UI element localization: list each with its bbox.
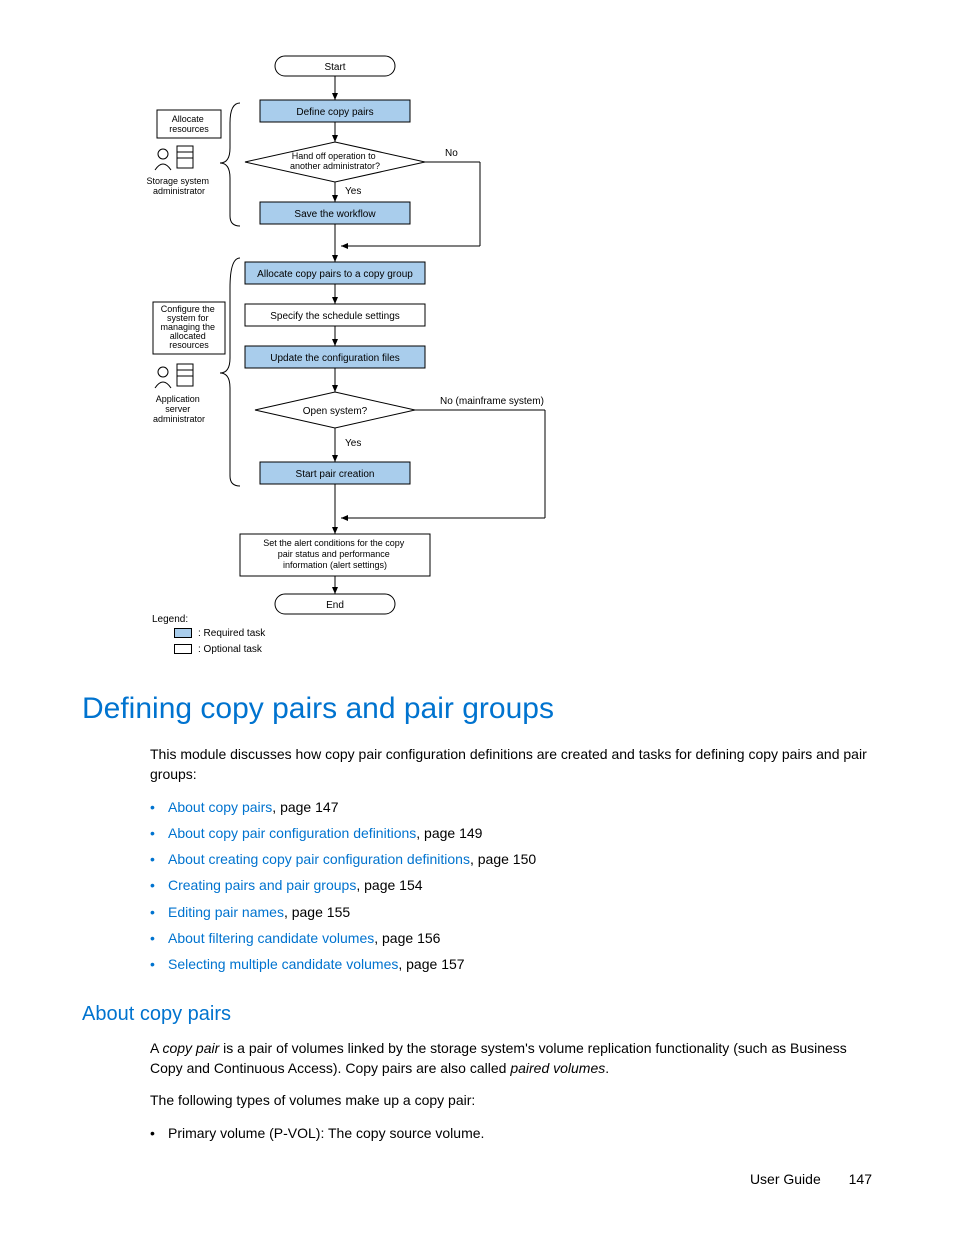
- toc-link[interactable]: Editing pair names: [168, 904, 284, 920]
- legend-swatch-required: [174, 628, 192, 638]
- flowchart-svg: Start Define copy pairs Hand off operati…: [145, 48, 685, 648]
- legend-swatch-optional: [174, 644, 192, 654]
- footer-label: User Guide: [750, 1171, 821, 1187]
- toc-link-item: About copy pairs, page 147: [150, 797, 872, 817]
- node-start-pair-creation: Start pair creation: [260, 462, 410, 484]
- svg-text:Hand off operation to: Hand off operation to another administra…: [290, 151, 380, 171]
- document-body: Defining copy pairs and pair groups This…: [82, 692, 872, 1149]
- admin-icon-1: [155, 146, 193, 170]
- side-configure: Configure the system for managing the al…: [153, 302, 225, 354]
- section-title: Defining copy pairs and pair groups: [82, 692, 872, 726]
- svg-text:Start pair creation: Start pair creation: [296, 469, 375, 480]
- node-schedule: Specify the schedule settings: [245, 304, 425, 326]
- legend-label-optional: : Optional task: [198, 644, 262, 655]
- toc-link-item: About creating copy pair configuration d…: [150, 849, 872, 869]
- svg-text:Open system?: Open system?: [303, 406, 368, 417]
- toc-link[interactable]: Creating pairs and pair groups: [168, 877, 356, 893]
- label-storage-admin: Storage system administrator: [146, 176, 211, 196]
- node-start: Start: [275, 56, 395, 76]
- subsection-title: About copy pairs: [82, 1003, 872, 1026]
- toc-link[interactable]: About copy pairs: [168, 799, 272, 815]
- about-paragraph-2: The following types of volumes make up a…: [150, 1090, 872, 1110]
- node-update-config: Update the configuration files: [245, 346, 425, 368]
- workflow-flowchart: Start Define copy pairs Hand off operati…: [145, 48, 685, 688]
- svg-text:No (mainframe system): No (mainframe system): [440, 396, 544, 407]
- svg-text:Allocate resources: Allocate resources: [169, 114, 209, 134]
- svg-text:Allocate copy pairs to a copy: Allocate copy pairs to a copy group: [257, 269, 413, 280]
- brace-top: [220, 103, 240, 226]
- svg-text:Save the workflow: Save the workflow: [294, 209, 376, 220]
- toc-links: About copy pairs, page 147 About copy pa…: [150, 797, 872, 975]
- node-allocate-copy-pairs: Allocate copy pairs to a copy group: [245, 262, 425, 284]
- toc-link[interactable]: About filtering candidate volumes: [168, 930, 374, 946]
- svg-text:Yes: Yes: [345, 186, 361, 197]
- node-alert-settings: Set the alert conditions for the copy pa…: [240, 534, 430, 576]
- admin-icon-2: [155, 364, 193, 388]
- brace-bottom: [220, 258, 240, 486]
- side-allocate-resources: Allocate resources: [157, 110, 221, 138]
- svg-text:Yes: Yes: [345, 438, 361, 449]
- toc-link-item: Editing pair names, page 155: [150, 902, 872, 922]
- node-handoff-decision: Hand off operation to another administra…: [245, 142, 425, 182]
- svg-text:End: End: [326, 600, 344, 611]
- svg-text:Start: Start: [324, 62, 345, 73]
- intro-paragraph: This module discusses how copy pair conf…: [150, 744, 872, 785]
- svg-text:No: No: [445, 148, 458, 159]
- svg-text:Specify the schedule settings: Specify the schedule settings: [270, 311, 400, 322]
- svg-text:Define copy pairs: Define copy pairs: [296, 107, 373, 118]
- page-footer: User Guide 147: [750, 1171, 872, 1187]
- footer-page-number: 147: [849, 1171, 872, 1187]
- about-paragraph-1: A copy pair is a pair of volumes linked …: [150, 1038, 872, 1079]
- svg-text:Update the configuration files: Update the configuration files: [270, 353, 400, 364]
- svg-text:Set the alert conditions for t: Set the alert conditions for the copy pa…: [263, 538, 407, 570]
- legend: Legend: : Required task : Optional task: [152, 614, 265, 657]
- toc-link-item: About copy pair configuration definition…: [150, 823, 872, 843]
- toc-link[interactable]: About copy pair configuration definition…: [168, 825, 416, 841]
- toc-link-item: Selecting multiple candidate volumes, pa…: [150, 954, 872, 974]
- volume-types-list: Primary volume (P-VOL): The copy source …: [150, 1123, 872, 1143]
- toc-link-item: Creating pairs and pair groups, page 154: [150, 875, 872, 895]
- toc-link[interactable]: Selecting multiple candidate volumes: [168, 956, 398, 972]
- toc-link[interactable]: About creating copy pair configuration d…: [168, 851, 470, 867]
- toc-link-item: About filtering candidate volumes, page …: [150, 928, 872, 948]
- legend-label-required: : Required task: [198, 628, 265, 639]
- node-open-system-decision: Open system?: [255, 392, 415, 428]
- node-define-copy-pairs: Define copy pairs: [260, 100, 410, 122]
- node-end: End: [275, 594, 395, 614]
- legend-title: Legend:: [152, 614, 265, 625]
- node-save-workflow: Save the workflow: [260, 202, 410, 224]
- label-app-server-admin: Application server administrator: [153, 394, 205, 424]
- list-item: Primary volume (P-VOL): The copy source …: [150, 1123, 872, 1143]
